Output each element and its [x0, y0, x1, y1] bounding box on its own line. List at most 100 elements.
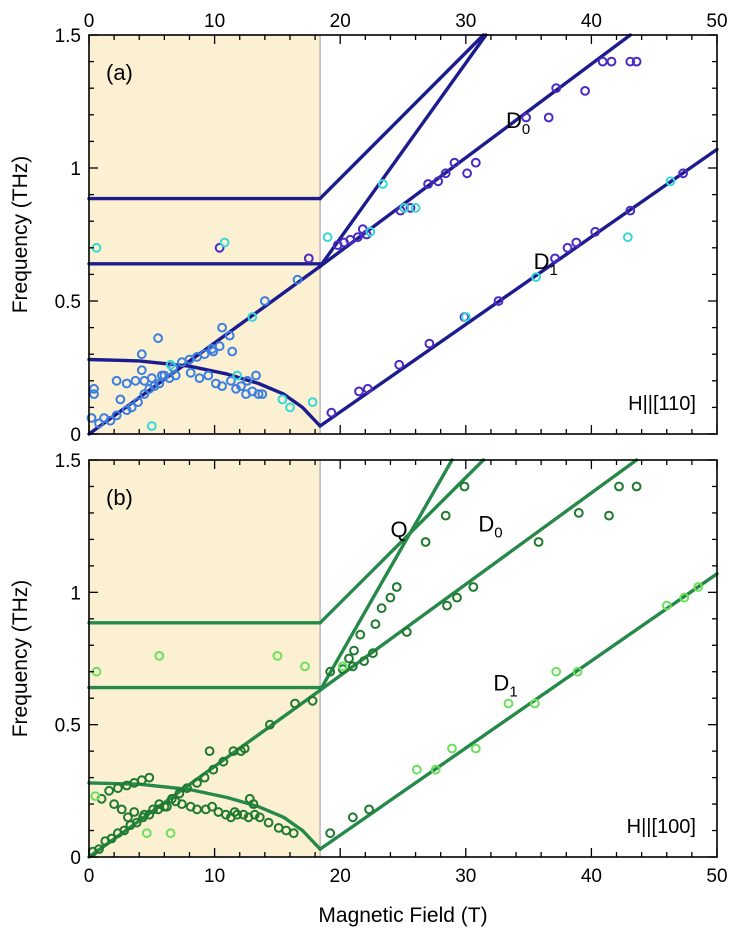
- y-tick-label-b-3: 1.5: [55, 451, 81, 472]
- data-point-b-0-76: [391, 582, 402, 592]
- data-point-a-0-3: [394, 359, 405, 370]
- data-point-b-0-17: [208, 764, 219, 775]
- data-point-a-0-0: [326, 407, 337, 418]
- data-point-b-1-14: [679, 592, 690, 603]
- data-point-b-0-82: [452, 592, 462, 603]
- data-point-b-0-61: [229, 807, 240, 817]
- data-point-b-0-28: [113, 783, 123, 794]
- data-point-b-0-48: [221, 809, 231, 820]
- data-point-a-2-5: [365, 226, 376, 237]
- x-tick-label-bottom-2: 20: [330, 866, 351, 887]
- data-point-a-0-12: [678, 168, 688, 179]
- data-point-b-1-1: [154, 651, 165, 661]
- data-point-b-0-70: [344, 653, 354, 664]
- data-point-b-0-15: [192, 778, 202, 788]
- data-point-a-0-23: [433, 176, 444, 187]
- data-point-a-1-35: [194, 373, 205, 384]
- data-point-a-0-28: [521, 112, 531, 123]
- y-tick-label-b-1: 0.5: [55, 716, 81, 737]
- data-point-a-1-6: [115, 394, 126, 405]
- mode-label-b-0: Q: [390, 517, 407, 542]
- data-point-a-2-10: [531, 272, 541, 283]
- data-point-a-1-49: [217, 322, 228, 333]
- data-point-b-1-10: [530, 698, 540, 709]
- data-point-a-0-24: [440, 168, 451, 179]
- data-series-b-0: [87, 481, 642, 857]
- data-point-a-0-11: [625, 205, 636, 216]
- data-point-b-0-73: [370, 619, 381, 629]
- data-point-a-1-2: [94, 418, 104, 429]
- data-point-a-0-22: [423, 179, 434, 189]
- data-point-a-1-39: [226, 375, 236, 386]
- data-point-a-0-2: [362, 383, 373, 394]
- data-point-a-0-27: [470, 157, 481, 168]
- data-point-a-1-30: [146, 373, 157, 384]
- data-series-b-1: [90, 582, 704, 839]
- data-point-b-0-58: [288, 828, 299, 839]
- data-point-b-0-37: [139, 809, 150, 820]
- panel-label-b: (b): [106, 485, 133, 510]
- y-tick-label-b-0: 0: [70, 848, 81, 869]
- theory-curve-b-1: [318, 458, 486, 625]
- data-point-b-1-4: [337, 661, 348, 672]
- data-point-b-0-71: [349, 645, 359, 656]
- data-point-a-1-1: [89, 389, 99, 400]
- data-point-a-0-26: [462, 168, 473, 179]
- mode-label-a-0: D0: [506, 108, 530, 138]
- data-point-b-0-86: [604, 510, 614, 521]
- x-tick-label-bottom-1: 10: [204, 866, 225, 887]
- data-point-b-0-55: [263, 817, 274, 828]
- data-point-b-0-72: [355, 629, 366, 640]
- data-point-b-1-12: [572, 666, 583, 677]
- x-tick-label-top-2: 20: [330, 11, 351, 32]
- data-point-b-0-54: [254, 812, 265, 823]
- data-point-b-0-5: [119, 825, 130, 836]
- data-point-b-0-79: [440, 510, 451, 521]
- data-point-b-0-22: [290, 698, 300, 709]
- data-point-a-2-12: [665, 176, 676, 187]
- shaded-region-b: [89, 460, 321, 857]
- y-tick-label-a-2: 1: [70, 159, 81, 180]
- data-point-a-0-8: [562, 242, 573, 253]
- data-point-b-0-81: [442, 600, 452, 611]
- data-point-b-0-1: [94, 844, 104, 854]
- data-series-a-2: [91, 176, 676, 431]
- data-point-b-0-21: [265, 719, 275, 730]
- field-direction-label-b: H||[100]: [627, 816, 696, 838]
- theory-curve-b-6: [318, 572, 719, 851]
- panel-label-a: (a): [106, 60, 133, 85]
- data-point-a-2-13: [277, 394, 288, 405]
- data-point-b-0-25: [236, 746, 246, 756]
- data-point-b-0-83: [468, 582, 479, 592]
- data-point-b-0-24: [204, 746, 215, 756]
- data-point-a-1-46: [136, 349, 147, 360]
- data-point-b-1-9: [503, 698, 514, 709]
- plot-frame-a: [88, 34, 718, 435]
- x-tick-label-top-1: 10: [204, 11, 225, 32]
- data-point-a-2-8: [410, 203, 421, 213]
- data-point-a-1-34: [185, 367, 196, 378]
- data-point-b-0-74: [376, 603, 387, 614]
- data-point-a-1-25: [292, 274, 303, 285]
- x-tick-label-bottom-4: 40: [581, 866, 602, 887]
- data-point-b-1-6: [430, 764, 441, 775]
- data-point-a-1-41: [236, 381, 246, 392]
- data-point-a-1-12: [144, 383, 155, 394]
- data-point-a-1-47: [153, 333, 164, 344]
- data-point-a-1-10: [136, 365, 147, 376]
- theory-curve-a-6: [318, 147, 719, 428]
- theory-curve-b-3: [318, 458, 454, 692]
- data-point-b-0-53: [249, 809, 260, 820]
- data-point-a-1-7: [121, 405, 132, 416]
- data-point-a-1-45: [257, 389, 268, 400]
- data-point-b-0-18: [218, 756, 229, 767]
- data-point-b-0-60: [248, 799, 259, 809]
- data-point-b-0-33: [109, 799, 119, 809]
- data-point-a-0-21: [405, 203, 416, 213]
- mode-label-b-1: D0: [478, 511, 502, 541]
- data-point-a-1-24: [259, 296, 270, 306]
- data-point-a-2-2: [285, 402, 295, 413]
- panel-b: 0 0.5 1 1.5 0 10 20 30 40 50 Frequency (THz) (b) H||…: [9, 451, 728, 887]
- data-point-a-2-7: [399, 203, 410, 213]
